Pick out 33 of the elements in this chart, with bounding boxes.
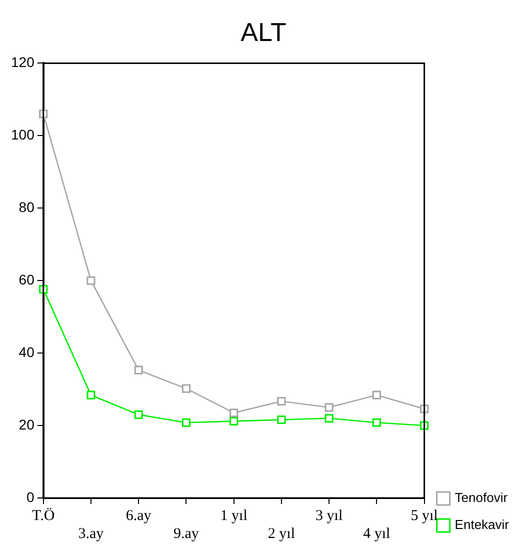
chart-title: ALT: [240, 16, 286, 47]
y-tick-label: 60: [18, 271, 35, 288]
point: [230, 416, 238, 426]
point: [134, 366, 143, 374]
x-tick-label: 3 yıl: [316, 508, 343, 524]
y-tick-label: 80: [18, 198, 35, 215]
legend-label: Tenofovir: [454, 490, 508, 506]
point: [86, 276, 96, 285]
x-tick-label: 4 yıl: [363, 526, 390, 542]
point: [277, 396, 286, 406]
y-tick-label: 120: [11, 54, 35, 70]
legend-label: Entekavir: [454, 517, 510, 532]
x-tick-label: 2 yıl: [268, 526, 295, 542]
point: [324, 414, 334, 423]
point: [372, 418, 381, 427]
y-tick-label: 100: [11, 126, 35, 143]
x-tick-label: 9.ay: [174, 526, 200, 542]
x-tick-label: 1 yıl: [220, 508, 248, 524]
point: [324, 403, 334, 412]
point: [230, 408, 238, 418]
point: [182, 418, 190, 427]
point: [86, 390, 96, 400]
y-tick-label: 40: [18, 344, 35, 360]
x-tick-label: T.Ö: [32, 506, 55, 524]
y-tick-label: 0: [26, 488, 35, 505]
x-tick-label: 6.ay: [126, 508, 152, 524]
y-tick-label: 20: [18, 416, 35, 432]
x-tick-label: 5 yıl: [410, 508, 438, 524]
point: [182, 384, 190, 393]
x-tick-label: 3.ay: [78, 526, 104, 542]
point: [134, 410, 143, 419]
point: [372, 390, 381, 400]
point: [277, 415, 286, 424]
